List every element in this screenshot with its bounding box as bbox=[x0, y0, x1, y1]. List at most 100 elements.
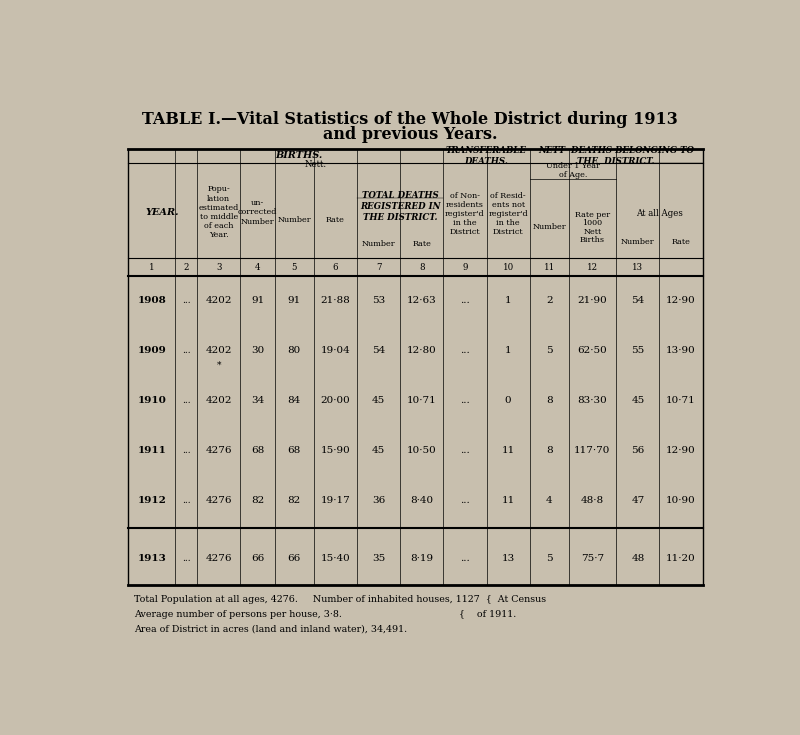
Text: 75·7: 75·7 bbox=[581, 554, 604, 563]
Text: 82: 82 bbox=[251, 495, 264, 505]
Text: 12·80: 12·80 bbox=[407, 346, 437, 355]
Text: 4: 4 bbox=[546, 495, 553, 505]
Text: 35: 35 bbox=[372, 554, 385, 563]
Text: 48: 48 bbox=[631, 554, 645, 563]
Text: 12·63: 12·63 bbox=[407, 296, 437, 306]
Text: 4276: 4276 bbox=[206, 446, 232, 455]
Text: Number: Number bbox=[621, 238, 654, 246]
Text: TRANSFERABLE
DEATHS.: TRANSFERABLE DEATHS. bbox=[446, 146, 527, 166]
Text: 66: 66 bbox=[251, 554, 264, 563]
Text: 21·90: 21·90 bbox=[578, 296, 607, 306]
Text: Rate per
1000
Nett
Births: Rate per 1000 Nett Births bbox=[575, 210, 610, 244]
Text: of Non-
residents
register'd
in the
District: of Non- residents register'd in the Dist… bbox=[445, 192, 485, 236]
Text: Number: Number bbox=[362, 240, 395, 248]
Text: ...: ... bbox=[182, 346, 190, 355]
Text: 91: 91 bbox=[251, 296, 264, 306]
Text: Rate: Rate bbox=[412, 240, 431, 248]
Text: 10·50: 10·50 bbox=[407, 446, 437, 455]
Text: 21·88: 21·88 bbox=[321, 296, 350, 306]
Text: Popu-
lation
estimated
to middle
of each
Year.: Popu- lation estimated to middle of each… bbox=[198, 185, 238, 240]
Text: 9: 9 bbox=[462, 262, 468, 271]
Text: 10·71: 10·71 bbox=[666, 396, 696, 405]
Text: 10·71: 10·71 bbox=[407, 396, 437, 405]
Text: 45: 45 bbox=[372, 446, 385, 455]
Text: 15·90: 15·90 bbox=[321, 446, 350, 455]
Text: 8: 8 bbox=[419, 262, 425, 271]
Text: 34: 34 bbox=[251, 396, 264, 405]
Text: 4: 4 bbox=[254, 262, 260, 271]
Text: ...: ... bbox=[460, 296, 470, 306]
Text: 48·8: 48·8 bbox=[581, 495, 604, 505]
Text: ...: ... bbox=[460, 495, 470, 505]
Text: ...: ... bbox=[182, 396, 190, 405]
Text: 1910: 1910 bbox=[138, 396, 166, 405]
Text: ...: ... bbox=[460, 554, 470, 563]
Text: 13: 13 bbox=[632, 262, 643, 271]
Text: 62·50: 62·50 bbox=[578, 346, 607, 355]
Text: 4202: 4202 bbox=[206, 396, 232, 405]
Text: 2: 2 bbox=[183, 262, 189, 271]
Text: Average number of persons per house, 3·8.                                       : Average number of persons per house, 3·8… bbox=[134, 610, 516, 619]
Text: 5: 5 bbox=[546, 554, 553, 563]
Text: 1: 1 bbox=[505, 296, 511, 306]
Text: 12: 12 bbox=[587, 262, 598, 271]
Text: 19·17: 19·17 bbox=[321, 495, 350, 505]
Text: ...: ... bbox=[460, 346, 470, 355]
Text: 56: 56 bbox=[631, 446, 645, 455]
Text: 11: 11 bbox=[544, 262, 555, 271]
Text: Rate: Rate bbox=[671, 238, 690, 246]
Text: 1908: 1908 bbox=[138, 296, 166, 306]
Text: 55: 55 bbox=[631, 346, 645, 355]
Text: 82: 82 bbox=[288, 495, 301, 505]
Text: 47: 47 bbox=[631, 495, 645, 505]
Text: Rate: Rate bbox=[326, 215, 345, 223]
Text: 4276: 4276 bbox=[206, 495, 232, 505]
Text: 1: 1 bbox=[505, 346, 511, 355]
Text: 12·90: 12·90 bbox=[666, 446, 696, 455]
Text: 13·90: 13·90 bbox=[666, 346, 696, 355]
Text: 1911: 1911 bbox=[138, 446, 166, 455]
Text: 8·40: 8·40 bbox=[410, 495, 434, 505]
Text: ...: ... bbox=[460, 396, 470, 405]
Text: Total Population at all ages, 4276.     Number of inhabited houses, 1127  {  At : Total Population at all ages, 4276. Numb… bbox=[134, 595, 546, 604]
Text: 45: 45 bbox=[372, 396, 385, 405]
Text: ...: ... bbox=[182, 495, 190, 505]
Text: and previous Years.: and previous Years. bbox=[322, 126, 498, 143]
Text: 7: 7 bbox=[376, 262, 382, 271]
Text: 117·70: 117·70 bbox=[574, 446, 610, 455]
Text: ...: ... bbox=[182, 554, 190, 563]
Text: 1912: 1912 bbox=[138, 495, 166, 505]
Text: 4276: 4276 bbox=[206, 554, 232, 563]
Text: At all Ages: At all Ages bbox=[636, 209, 683, 218]
Text: 5: 5 bbox=[546, 346, 553, 355]
Text: 30: 30 bbox=[251, 346, 264, 355]
Text: Number: Number bbox=[278, 215, 311, 223]
Text: 8: 8 bbox=[546, 396, 553, 405]
Text: 1909: 1909 bbox=[138, 346, 166, 355]
Text: 11·20: 11·20 bbox=[666, 554, 696, 563]
Text: of Resid-
ents not
register'd
in the
District: of Resid- ents not register'd in the Dis… bbox=[488, 192, 528, 236]
Text: 12·90: 12·90 bbox=[666, 296, 696, 306]
Text: 11: 11 bbox=[502, 446, 515, 455]
Text: 13: 13 bbox=[502, 554, 515, 563]
Text: 11: 11 bbox=[502, 495, 515, 505]
Text: Number: Number bbox=[533, 223, 566, 232]
Text: 10: 10 bbox=[502, 262, 514, 271]
Text: 36: 36 bbox=[372, 495, 385, 505]
Text: 91: 91 bbox=[288, 296, 301, 306]
Text: ...: ... bbox=[182, 446, 190, 455]
Text: YEAR.: YEAR. bbox=[146, 208, 179, 217]
Text: 66: 66 bbox=[288, 554, 301, 563]
Text: Under 1 Year
of Age.: Under 1 Year of Age. bbox=[546, 162, 600, 179]
Text: 0: 0 bbox=[505, 396, 511, 405]
Text: 2: 2 bbox=[546, 296, 553, 306]
Text: 19·04: 19·04 bbox=[321, 346, 350, 355]
Text: 3: 3 bbox=[216, 262, 222, 271]
Text: 15·40: 15·40 bbox=[321, 554, 350, 563]
Text: 6: 6 bbox=[333, 262, 338, 271]
Text: 10·90: 10·90 bbox=[666, 495, 696, 505]
Text: 5: 5 bbox=[291, 262, 297, 271]
Text: 80: 80 bbox=[288, 346, 301, 355]
Text: 68: 68 bbox=[251, 446, 264, 455]
Text: 84: 84 bbox=[288, 396, 301, 405]
